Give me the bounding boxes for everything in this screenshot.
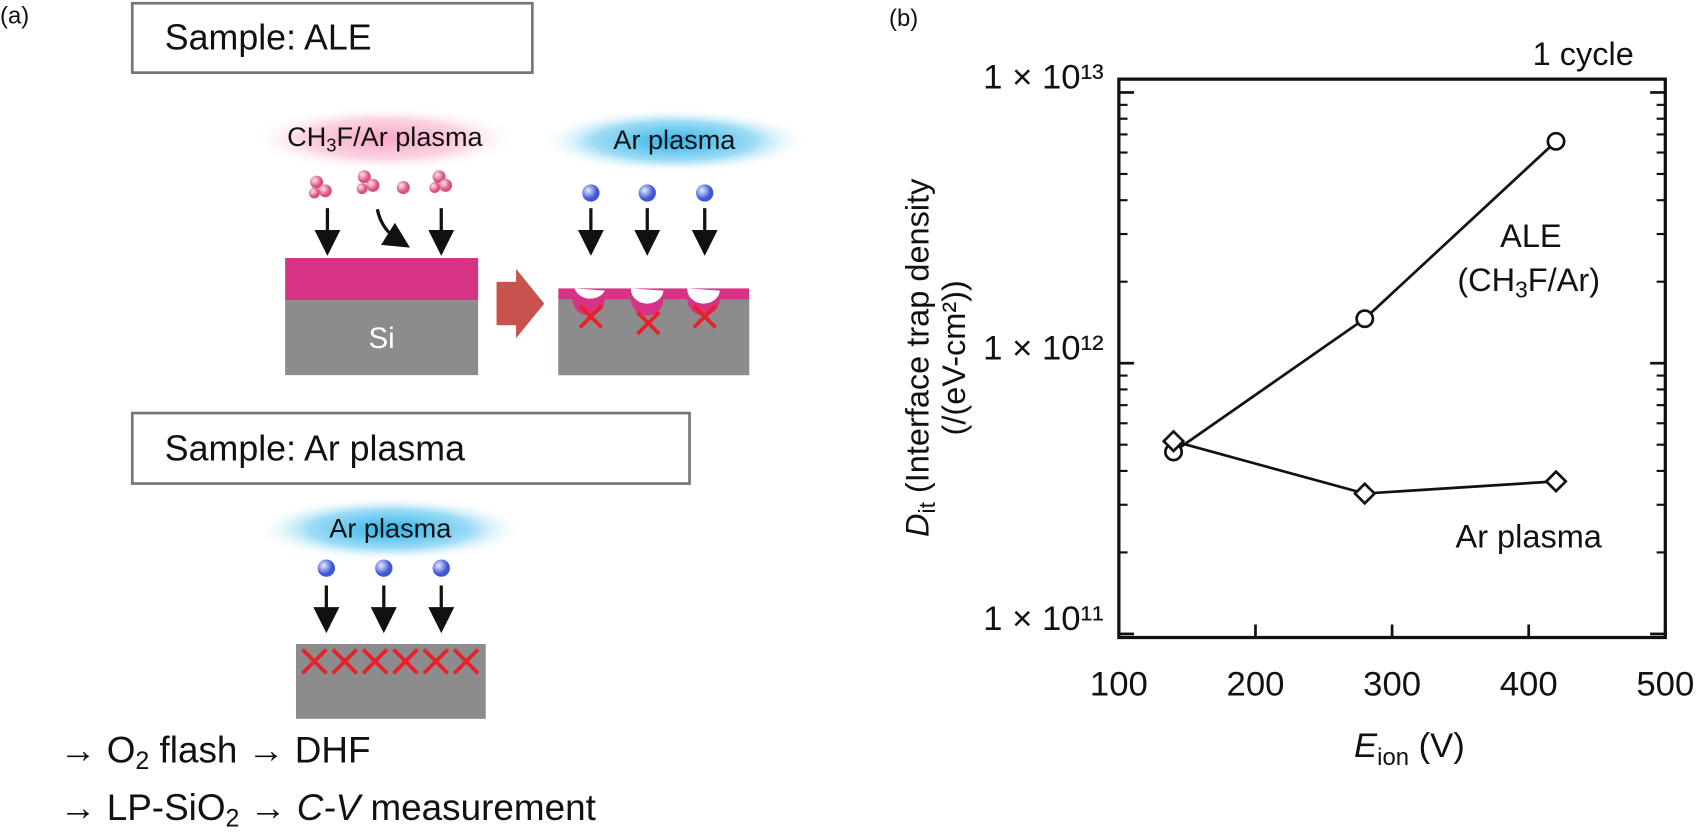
substrate-label: Si	[369, 323, 395, 355]
text-part: D	[899, 513, 935, 536]
x-tick-label: 300	[1363, 665, 1421, 703]
radicals	[308, 170, 453, 199]
panel-label: (a)	[0, 3, 29, 30]
data-point	[1544, 469, 1568, 494]
y-tick-label: 1 × 10¹¹	[983, 600, 1104, 638]
plasma-glow	[538, 108, 810, 174]
process-step: → LP-SiO2 → C-V measurement	[60, 787, 596, 833]
text-part: → O	[60, 729, 136, 770]
etch-pits	[574, 288, 720, 304]
text-part: (V)	[1409, 727, 1465, 765]
subscript: 2	[226, 804, 240, 832]
series-label: (CH3F/Ar)	[1457, 261, 1600, 302]
text-part: F/Ar)	[1528, 261, 1600, 297]
y-axis-label-line: (/(eV-cm²))	[936, 280, 972, 435]
plasma-label: Ar plasma	[613, 124, 736, 155]
series-label: ALE	[1500, 218, 1561, 254]
y-tick-label: 1 × 10¹³	[983, 59, 1104, 97]
sample-box	[130, 1, 534, 74]
x-tick-label: 200	[1227, 665, 1285, 703]
x-tick-label: 500	[1636, 665, 1694, 703]
series-label: Ar plasma	[1456, 518, 1603, 554]
text-part: F/Ar plasma	[337, 121, 484, 152]
chart-title: 1 cycle	[1533, 36, 1634, 72]
y-axis-label: Dit (Interface trap density (/(eV-cm²))	[899, 178, 972, 537]
text-part: C-V	[297, 787, 364, 828]
panel-a: (a) Sample: ALE CH3F/Ar plasma Ar plasma…	[0, 1, 810, 833]
sample-label: Sample: Ar plasma	[165, 428, 465, 468]
plasma-label: CH3F/Ar plasma	[287, 121, 483, 155]
text-part: CH	[287, 121, 326, 152]
text-part: (Interface trap density	[899, 178, 935, 502]
data-point	[1161, 429, 1186, 453]
sample-box	[130, 411, 691, 485]
film	[285, 258, 479, 301]
panel-label: (b)	[889, 5, 918, 32]
subscript: it	[914, 501, 940, 513]
subscript: 3	[326, 134, 336, 155]
y-axis-label-line: Dit (Interface trap density	[899, 178, 940, 537]
text-part: →	[239, 787, 296, 828]
substrate	[285, 300, 479, 376]
substrate	[295, 644, 486, 719]
subscript: 2	[135, 747, 149, 775]
plasma-glow	[254, 496, 526, 562]
x-tick-label: 400	[1500, 665, 1558, 703]
ions	[317, 184, 714, 577]
text-part: (CH	[1457, 261, 1515, 297]
text-part: flash → DHF	[149, 729, 370, 770]
data-point	[1353, 481, 1377, 506]
plasma-glow	[249, 106, 521, 172]
process-arrow	[496, 268, 545, 339]
subscript: 3	[1515, 277, 1528, 303]
x-axis-label: Eion (V)	[1354, 727, 1465, 771]
plasma-label: Ar plasma	[329, 512, 452, 543]
y-tick-label: 1 × 10¹²	[983, 329, 1104, 367]
text-part: E	[1354, 727, 1378, 765]
arrows	[313, 208, 718, 634]
x-tick-label: 100	[1090, 665, 1148, 703]
text-part: measurement	[360, 787, 596, 828]
data-point	[1355, 309, 1375, 329]
defects	[578, 304, 717, 336]
defects	[301, 648, 480, 675]
process-step: → O2 flash → DHF	[60, 729, 371, 775]
subscript: ion	[1377, 744, 1409, 771]
sample-label: Sample: ALE	[165, 18, 372, 58]
data-point	[1546, 131, 1566, 151]
text-part: → LP-SiO	[60, 787, 226, 828]
